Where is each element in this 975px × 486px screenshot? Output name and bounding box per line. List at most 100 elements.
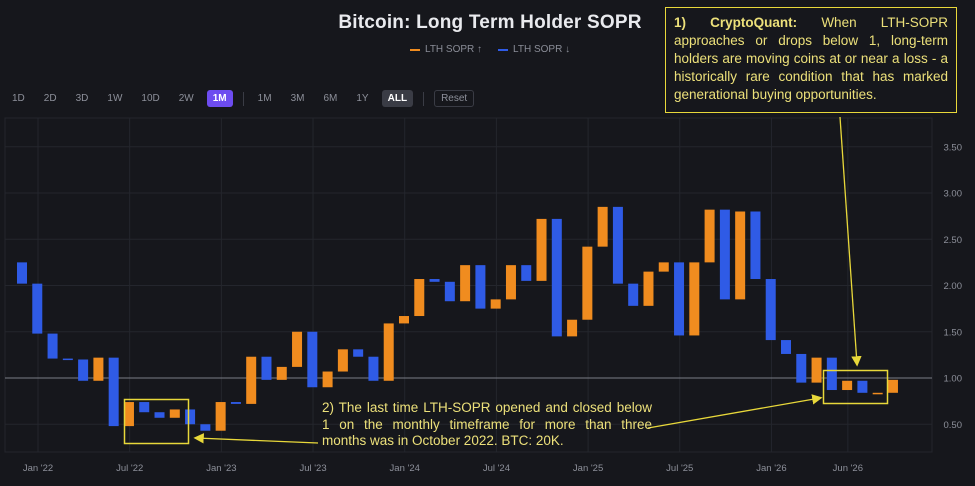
x-tick-label: Jul '24: [483, 463, 510, 474]
interval-button[interactable]: 2D: [43, 93, 57, 104]
candle: [399, 316, 409, 324]
candle: [628, 283, 639, 306]
interval-button[interactable]: 1W: [107, 93, 123, 104]
candle: [93, 357, 104, 381]
candle: [337, 349, 348, 372]
candle: [612, 206, 623, 284]
y-tick-label: 2.50: [944, 235, 963, 246]
y-tick-label: 0.50: [944, 420, 963, 431]
y-tick-label: 2.00: [944, 281, 963, 292]
timeframe-toolbar: 1D 2D 3D 1W 10D 2W 1M 1M 3M 6M 1Y ALL Re…: [6, 90, 481, 107]
candle: [658, 262, 669, 272]
candle: [414, 279, 425, 317]
arrow-to-2022-box: [193, 433, 319, 444]
candle: [230, 402, 241, 404]
candle: [429, 279, 440, 282]
x-tick-label: Jul '22: [116, 463, 143, 474]
candle: [765, 279, 776, 341]
candle: [505, 265, 516, 300]
range-button-active[interactable]: ALL: [381, 90, 414, 107]
arrow-to-2026-box-from-note: [647, 394, 823, 429]
callout-cryptoquant: 1) CryptoQuant: When LTH-SOPR approaches…: [665, 7, 957, 113]
candle: [490, 299, 501, 309]
interval-button[interactable]: 3D: [75, 93, 89, 104]
x-tick-label: Jan '26: [756, 463, 786, 474]
candle: [826, 357, 837, 391]
legend-label-down: LTH SOPR ↓: [513, 44, 571, 55]
candle: [719, 209, 730, 300]
x-tick-label: Jun '26: [833, 463, 863, 474]
candle: [551, 218, 562, 337]
reset-button[interactable]: Reset: [434, 90, 475, 107]
candle: [292, 331, 303, 367]
candle: [383, 323, 394, 381]
callout-body: When LTH-SOPR approaches or drops below …: [674, 15, 948, 102]
y-tick-label: 1.50: [944, 327, 963, 338]
candle: [215, 402, 226, 431]
interval-button[interactable]: 2W: [178, 93, 194, 104]
highlight-box-2026: [822, 369, 889, 405]
candle: [261, 356, 272, 380]
candle: [246, 356, 257, 404]
candle: [887, 379, 898, 393]
legend-swatch-down: [498, 48, 509, 51]
candle: [322, 371, 333, 388]
highlight-box-2022: [123, 398, 190, 445]
candle: [32, 283, 43, 334]
x-tick-label: Jan '23: [206, 463, 236, 474]
candle: [154, 412, 165, 418]
range-button[interactable]: 1Y: [356, 93, 369, 104]
y-tick-label: 3.00: [944, 189, 963, 200]
candle: [796, 353, 807, 383]
candle: [842, 380, 853, 391]
legend-item-down[interactable]: LTH SOPR ↓: [498, 44, 570, 55]
candle: [704, 209, 715, 263]
candle: [872, 392, 883, 395]
candle: [200, 424, 211, 431]
candle: [78, 359, 89, 381]
candle: [47, 333, 58, 359]
candle: [475, 265, 486, 309]
candle: [674, 262, 685, 336]
candle: [169, 409, 180, 418]
candle: [368, 356, 379, 381]
chart-title: Bitcoin: Long Term Holder SOPR: [338, 12, 642, 33]
candle: [139, 402, 150, 413]
candle: [123, 402, 134, 427]
candle: [276, 366, 287, 380]
range-button[interactable]: 3M: [290, 93, 305, 104]
candle: [643, 271, 654, 306]
interval-button[interactable]: 10D: [141, 93, 160, 104]
legend-item-up[interactable]: LTH SOPR ↑: [410, 44, 482, 55]
candle: [521, 265, 532, 281]
candle: [689, 262, 700, 336]
arrow-to-2026-box: [839, 116, 862, 367]
x-tick-label: Jan '22: [23, 463, 53, 474]
candle: [781, 340, 791, 354]
candle: [62, 358, 73, 361]
x-tick-label: Jul '23: [299, 463, 326, 474]
toolbar-divider: [242, 91, 244, 106]
candle: [444, 281, 455, 302]
interval-button-active[interactable]: 1M: [206, 90, 233, 107]
range-button[interactable]: 6M: [323, 93, 338, 104]
callout-heading: 1) CryptoQuant:: [674, 15, 798, 30]
toolbar-divider: [423, 91, 425, 106]
y-tick-label: 1.00: [944, 374, 963, 385]
candle: [536, 218, 547, 281]
y-tick-label: 3.50: [944, 142, 963, 153]
x-tick-label: Jan '25: [573, 463, 603, 474]
range-button[interactable]: 1M: [257, 93, 272, 104]
legend-swatch-up: [410, 48, 420, 51]
candle: [582, 246, 593, 320]
candle: [307, 331, 318, 388]
candle: [735, 211, 746, 300]
interval-button[interactable]: 1D: [12, 93, 25, 104]
x-tick-label: Jul '25: [666, 463, 693, 474]
annotation-october-2022: 2) The last time LTH-SOPR opened and clo…: [322, 400, 652, 448]
candle: [17, 262, 27, 284]
candle: [811, 357, 822, 383]
candle: [185, 409, 196, 425]
candle: [857, 380, 868, 393]
